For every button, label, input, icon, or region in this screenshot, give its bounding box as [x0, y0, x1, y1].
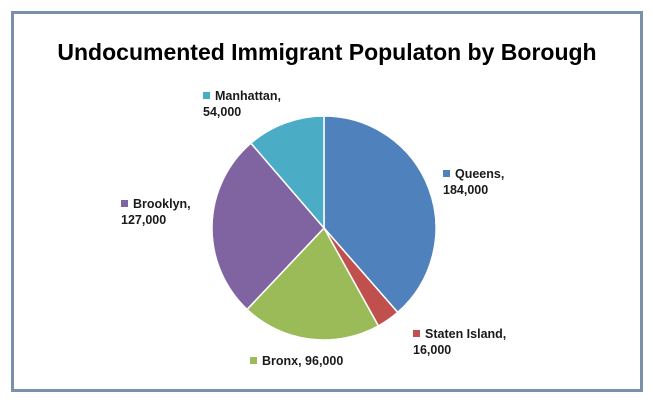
pie-slices: [211, 115, 437, 341]
slice-label-name: Bronx, 96,000: [262, 354, 343, 368]
chart-frame: Undocumented Immigrant Populaton by Boro…: [11, 11, 643, 392]
slice-label-manhattan: Manhattan, 54,000: [203, 89, 281, 119]
pie-slice-brooklyn: [211, 142, 326, 311]
slice-label-queens: Queens, 184,000: [443, 167, 504, 197]
slice-label-name: Brooklyn,: [133, 197, 191, 211]
pie-slice-manhattan: [249, 115, 325, 231]
slice-label-bronx: Bronx, 96,000: [250, 354, 343, 368]
slice-marker: [443, 170, 450, 177]
slice-label-name: Manhattan,: [215, 89, 281, 103]
slice-label-staten-island: Staten Island, 16,000: [413, 327, 506, 357]
slice-label-name: Staten Island,: [425, 327, 506, 341]
slice-label-name: Queens,: [455, 167, 504, 181]
slice-label-value: 184,000: [443, 183, 488, 197]
chart-title: Undocumented Immigrant Populaton by Boro…: [57, 39, 597, 65]
slice-label-value: 54,000: [203, 105, 241, 119]
slice-marker: [413, 330, 420, 337]
pie-chart: Queens, 184,000 Staten Island, 16,000 Bronx,…: [121, 89, 506, 368]
pie-slice-bronx: [245, 226, 380, 341]
slice-label-value: 16,000: [413, 343, 451, 357]
pie-slice-queens: [323, 115, 437, 314]
slice-marker: [121, 200, 128, 207]
slice-marker: [203, 92, 210, 99]
slice-label-brooklyn: Brooklyn, 127,000: [121, 197, 191, 227]
slice-label-value: 127,000: [121, 213, 166, 227]
slice-marker: [250, 357, 257, 364]
slice-labels: Queens, 184,000 Staten Island, 16,000 Bronx,…: [121, 89, 506, 368]
